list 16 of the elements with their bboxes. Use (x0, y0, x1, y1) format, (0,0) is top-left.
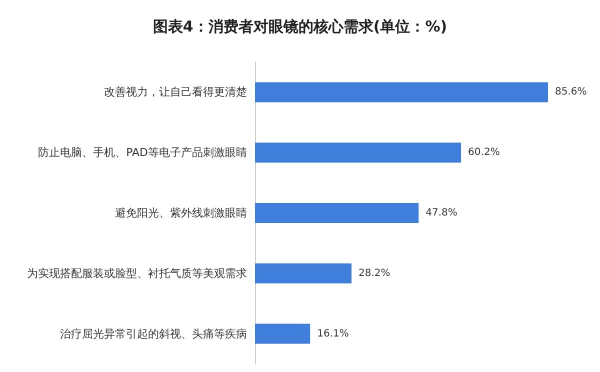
y-tick-label: 治疗屈光异常引起的斜视、头痛等疾病 (60, 327, 247, 340)
data-label: 60.2% (468, 147, 500, 158)
bar (255, 263, 352, 284)
data-label: 85.6% (555, 86, 587, 98)
chart-title: 图表4：消费者对眼镜的核心需求(单位：%) (152, 18, 448, 36)
bar (255, 203, 419, 223)
y-tick-label: 改善视力，让自己看得更清楚 (104, 86, 247, 99)
data-label: 47.8% (426, 208, 458, 218)
data-label: 28.2% (358, 268, 390, 279)
bar (255, 142, 462, 163)
y-tick-label: 防止电脑、手机、PAD等电子产品刺激眼睛 (38, 146, 247, 160)
y-tick-label: 为实现搭配服装或脸型、衬托气质等美观需求 (27, 266, 247, 280)
data-label: 16.1% (317, 328, 349, 340)
bar (255, 82, 548, 102)
bar (255, 324, 310, 344)
y-tick-label: 避免阳光、紫外线刺激眼睛 (115, 206, 247, 220)
